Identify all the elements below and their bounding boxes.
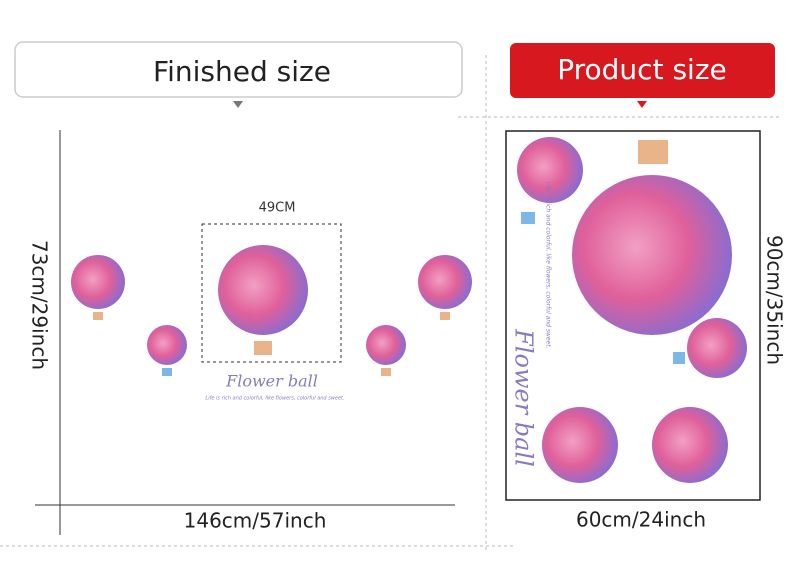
- art-title: Flower ball: [510, 328, 538, 467]
- pointer: [637, 101, 647, 108]
- height-label: 90cm/35inch: [763, 235, 787, 365]
- pointer: [233, 101, 243, 108]
- width-label: 60cm/24inch: [576, 508, 706, 532]
- art-subtitle: Life is rich and colorful, like flowers,…: [545, 181, 552, 348]
- header: Finished size: [153, 55, 331, 88]
- flower-balls: [71, 245, 472, 376]
- measure-label: 49CM: [259, 201, 296, 216]
- header-box: [14, 41, 463, 98]
- header: Product size: [557, 53, 727, 86]
- flower-balls: [517, 137, 747, 483]
- art-subtitle: Life is rich and colorful, like flowers,…: [205, 396, 344, 402]
- header-box: [510, 43, 775, 98]
- height-label: 73cm/29inch: [28, 240, 52, 370]
- width-label: 146cm/57inch: [184, 509, 327, 533]
- art-title: Flower ball: [225, 372, 318, 391]
